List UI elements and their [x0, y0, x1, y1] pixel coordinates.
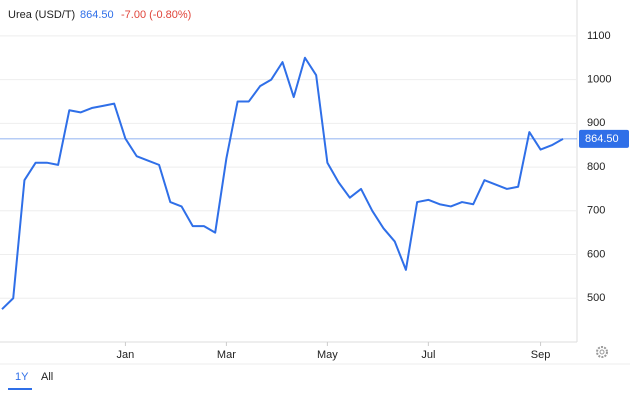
- x-tick-label: May: [317, 349, 338, 361]
- price: 864.50: [80, 9, 114, 21]
- x-tick-label: Mar: [217, 349, 236, 361]
- y-tick-label: 600: [587, 248, 605, 260]
- y-tick-label: 800: [587, 161, 605, 173]
- chart-title: Urea (USD/T): [8, 9, 75, 21]
- y-tick-label: 700: [587, 205, 605, 217]
- y-tick-label: 900: [587, 117, 605, 129]
- range-button[interactable]: All: [41, 371, 53, 383]
- change: -7.00 (-0.80%): [121, 9, 191, 21]
- y-tick-label: 1100: [587, 30, 611, 42]
- y-tick-label: 500: [587, 292, 605, 304]
- last-price-tag: [579, 129, 629, 148]
- settings-icon[interactable]: [596, 346, 608, 358]
- x-tick-label: Jan: [117, 349, 135, 361]
- range-button[interactable]: 1Y: [15, 371, 29, 383]
- x-tick-label: Sep: [531, 349, 551, 361]
- y-tick-label: 1000: [587, 74, 611, 86]
- x-tick-label: Jul: [421, 349, 435, 361]
- last-price-label: 864.50: [585, 133, 619, 145]
- price-line: [1, 56, 564, 310]
